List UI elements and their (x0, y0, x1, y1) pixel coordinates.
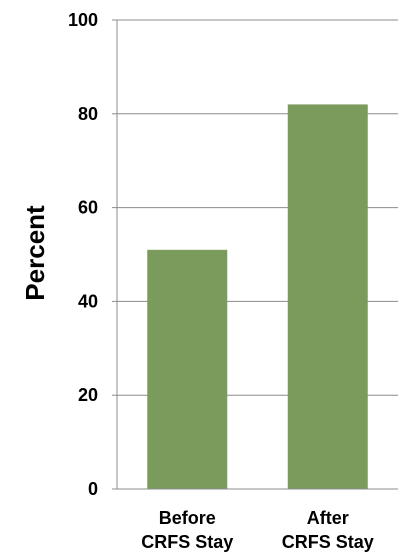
x-category-labels: Before CRFS Stay After CRFS Stay (141, 508, 374, 552)
y-tick-label: 20 (78, 385, 98, 405)
bars (147, 104, 368, 490)
x-category-label: CRFS Stay (141, 532, 233, 552)
y-tick-label: 80 (78, 104, 98, 124)
x-category-label: After (307, 508, 349, 528)
y-tick-label: 100 (68, 10, 98, 30)
y-tick-labels: 0 20 40 60 80 100 (68, 10, 98, 499)
y-axis-label: Percent (20, 205, 50, 301)
bar (147, 249, 228, 489)
y-tick-label: 60 (78, 198, 98, 218)
axes (112, 19, 398, 490)
y-tick-label: 40 (78, 291, 98, 311)
bar (287, 104, 368, 490)
x-category-label: Before (159, 508, 216, 528)
y-tick-label: 0 (88, 479, 98, 499)
x-category-label: CRFS Stay (282, 532, 374, 552)
